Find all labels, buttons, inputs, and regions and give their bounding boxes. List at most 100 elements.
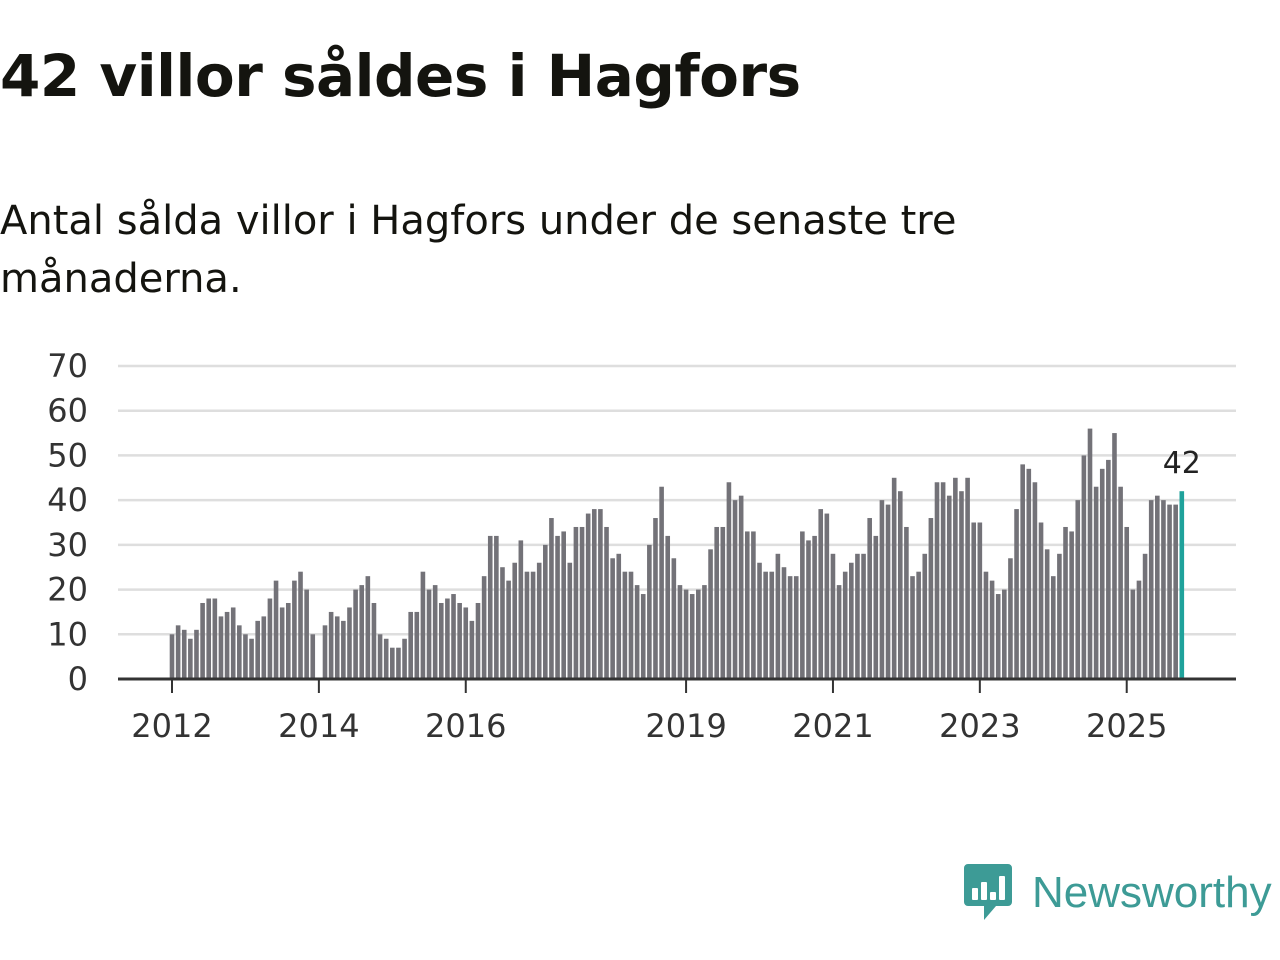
bar	[451, 594, 456, 679]
bar	[481, 576, 487, 679]
bar	[775, 553, 781, 679]
bar	[708, 549, 713, 679]
bar	[1167, 504, 1172, 679]
bar	[965, 477, 970, 679]
bar	[475, 602, 481, 679]
bar	[579, 526, 585, 679]
bar	[806, 540, 811, 679]
bar	[995, 594, 1001, 679]
bar	[469, 620, 475, 679]
bar	[396, 647, 401, 679]
bar	[977, 522, 983, 679]
bar	[971, 522, 977, 679]
bar	[445, 598, 450, 679]
bar	[1136, 580, 1142, 679]
bar	[763, 571, 768, 679]
bar	[1069, 531, 1074, 679]
x-tick-label: 2014	[278, 707, 359, 745]
x-tick-label: 2012	[131, 707, 212, 745]
bar	[1057, 553, 1062, 679]
bar	[1038, 522, 1044, 679]
bar	[671, 558, 677, 679]
bar	[500, 567, 505, 679]
x-tick-label: 2025	[1086, 707, 1167, 745]
bar	[1002, 589, 1007, 679]
bar	[983, 571, 989, 679]
bar	[1130, 589, 1136, 679]
bar	[322, 625, 328, 679]
bar	[904, 526, 909, 679]
bar	[812, 535, 817, 679]
bar	[751, 531, 756, 679]
bar	[1032, 482, 1038, 679]
bar	[371, 602, 377, 679]
bar	[953, 477, 958, 679]
bar	[781, 567, 787, 679]
y-tick-label: 60	[47, 392, 88, 430]
bars	[169, 428, 1185, 679]
bar	[402, 638, 407, 679]
bar	[561, 531, 566, 679]
bar	[518, 540, 524, 679]
bar	[1014, 509, 1019, 679]
bar	[787, 576, 793, 679]
y-tick-label: 30	[47, 526, 88, 564]
bar	[922, 553, 928, 679]
bar	[212, 598, 218, 679]
bar	[206, 598, 212, 679]
y-tick-label: 50	[47, 436, 88, 474]
bar	[328, 611, 334, 679]
bar	[653, 518, 658, 679]
bar	[249, 638, 254, 679]
bar	[897, 491, 903, 679]
bar-latest	[1179, 491, 1185, 679]
bar	[818, 509, 824, 679]
bar	[861, 553, 866, 679]
bar	[494, 535, 499, 679]
bar	[543, 544, 548, 679]
bar	[438, 602, 444, 679]
bar	[585, 513, 591, 679]
bar	[1093, 486, 1099, 679]
bar	[1044, 549, 1050, 679]
bar	[243, 634, 248, 679]
bar	[677, 585, 683, 679]
bar	[304, 589, 309, 679]
bar	[573, 526, 579, 679]
bar	[353, 589, 358, 679]
bar	[341, 620, 346, 679]
bar	[1099, 468, 1105, 679]
y-tick-label: 40	[47, 481, 88, 519]
bar	[426, 589, 432, 679]
bar	[1118, 486, 1123, 679]
bar	[1020, 464, 1025, 679]
bar	[237, 625, 242, 679]
bar	[1124, 526, 1130, 679]
bar	[696, 589, 701, 679]
bar	[1142, 553, 1148, 679]
bar	[610, 558, 615, 679]
bar	[604, 526, 609, 679]
bar	[1155, 495, 1160, 679]
brand-name: Newsworthy	[1032, 868, 1272, 917]
bar	[390, 647, 395, 679]
bar	[622, 571, 628, 679]
bar	[830, 553, 836, 679]
bar	[310, 634, 316, 679]
bar	[757, 562, 762, 679]
bar	[726, 482, 732, 679]
bar	[928, 518, 934, 679]
bar	[683, 589, 689, 679]
bar	[1087, 428, 1093, 679]
bar	[567, 562, 573, 679]
bar	[916, 571, 921, 679]
bar	[634, 585, 640, 679]
bar	[432, 585, 438, 679]
bar	[194, 629, 199, 679]
bar	[1008, 558, 1013, 679]
bar	[457, 602, 462, 679]
x-tick-label: 2016	[425, 707, 506, 745]
bar	[175, 625, 181, 679]
bar	[598, 509, 603, 679]
bar	[512, 562, 518, 679]
